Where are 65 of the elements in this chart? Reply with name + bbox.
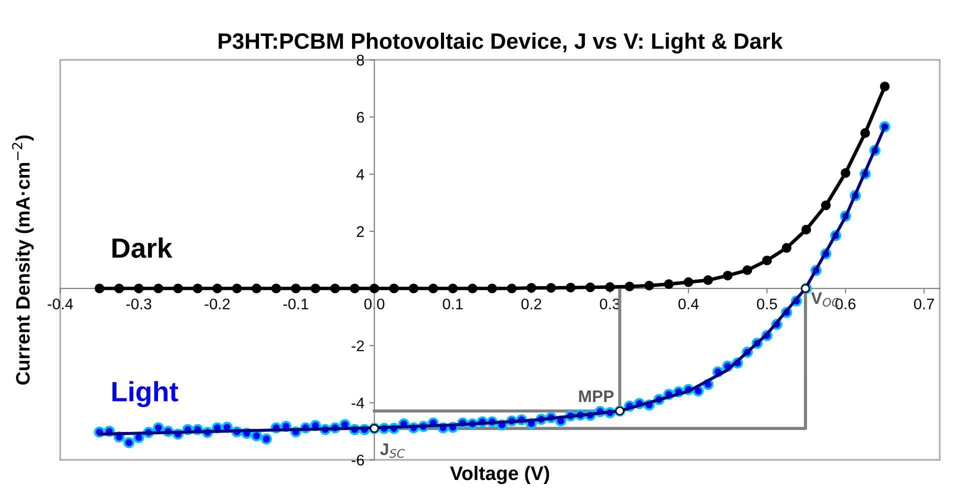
point (860, 128, 870, 138)
x-tick-label: -0.4 (48, 298, 73, 310)
point (468, 284, 478, 294)
point (252, 284, 262, 294)
annotation: J$_{SC}$ (380, 443, 405, 458)
y-tick-label: -6 (352, 454, 364, 466)
x-tick-label: 0.7 (914, 298, 934, 310)
point (526, 283, 536, 293)
point (624, 282, 634, 292)
point (684, 277, 694, 288)
x-tick-label: 0.4 (678, 298, 699, 310)
point (506, 284, 517, 294)
point (664, 279, 674, 290)
point (212, 284, 222, 294)
point (408, 284, 418, 294)
point (428, 284, 438, 294)
point (782, 243, 792, 253)
point (703, 275, 713, 286)
point (546, 283, 556, 293)
point (271, 284, 282, 294)
y-axis-title: Current Density (mA·cm$^{−2}$) (12, 135, 34, 385)
point (644, 280, 654, 290)
x-tick-label: -0.1 (283, 298, 308, 310)
point (192, 284, 203, 294)
point (585, 282, 596, 292)
y-tick-label: 2 (356, 226, 364, 237)
point (762, 256, 772, 266)
point (722, 270, 733, 280)
x-tick-label: -0.2 (204, 298, 230, 310)
point (154, 284, 164, 294)
series-label: Dark (112, 238, 172, 258)
point (821, 200, 831, 210)
y-tick-label: 4 (356, 169, 364, 180)
point (330, 284, 340, 294)
y-tick-label: 6 (356, 112, 364, 123)
y-tick-label: -2 (352, 340, 364, 352)
point (310, 284, 320, 294)
x-tick-label: 0.5 (756, 298, 777, 310)
point (94, 284, 104, 294)
point (134, 284, 144, 294)
point (801, 224, 812, 234)
point (173, 284, 183, 294)
point (880, 82, 890, 92)
point (487, 284, 497, 294)
point (290, 284, 301, 294)
point (114, 284, 124, 294)
point (566, 282, 576, 292)
y-tick-label: -4 (352, 398, 364, 408)
point (350, 284, 360, 294)
x-tick-label: 0.2 (521, 298, 542, 310)
series-label: Light (112, 381, 178, 408)
annotation: MPP (579, 390, 614, 402)
point (232, 284, 242, 294)
y-tick-label: 8 (356, 54, 364, 66)
point (605, 282, 615, 292)
point (369, 284, 380, 294)
point (742, 265, 752, 276)
point (448, 284, 458, 294)
x-tick-label: 0.0 (364, 298, 384, 310)
x-tick-label: -0.3 (126, 298, 152, 310)
x-tick-label: 0.1 (442, 298, 463, 310)
chart-title: P3HT:PCBM Photovoltaic Device, J vs V: Light & Dark (218, 32, 783, 54)
point (840, 168, 850, 178)
point (389, 284, 399, 294)
x-axis-title: Voltage (V) (450, 466, 550, 484)
